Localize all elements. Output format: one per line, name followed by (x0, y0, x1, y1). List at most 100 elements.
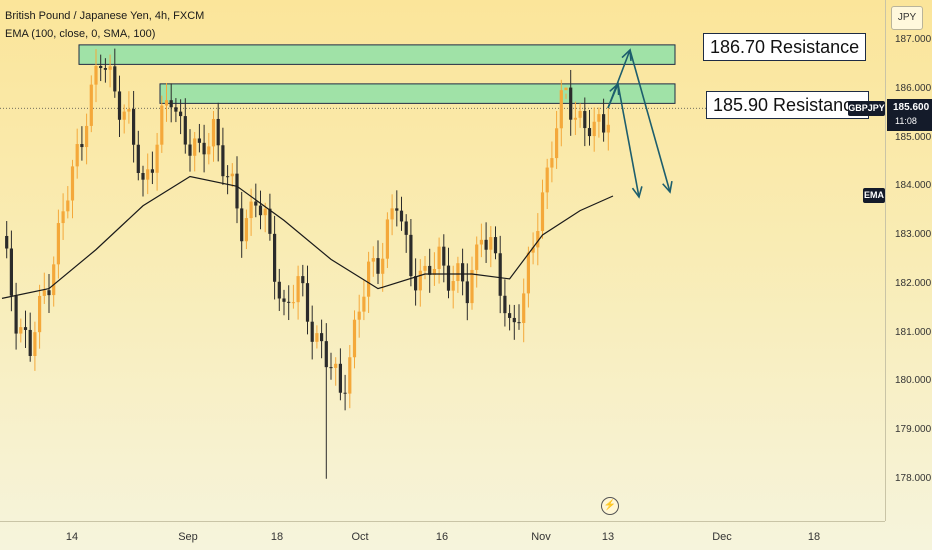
candle-body (493, 237, 498, 254)
candle-body (522, 293, 526, 324)
candle-body (23, 327, 28, 330)
time-tick-label: Dec (712, 531, 732, 543)
candle-body (470, 269, 474, 304)
candle-body (155, 144, 159, 173)
candle-body (390, 208, 394, 220)
ema-line (1, 175, 614, 299)
candle-body (526, 252, 530, 294)
candle-body (277, 281, 281, 299)
candle-body (296, 276, 300, 303)
candle-body (334, 363, 338, 368)
candle-body (174, 107, 178, 112)
candle-body (371, 258, 375, 262)
candle-body (423, 265, 427, 271)
candle-body (164, 100, 169, 106)
candle-body (362, 296, 366, 312)
candle-body (113, 66, 117, 92)
candle-body (268, 208, 272, 234)
candle-body (545, 167, 549, 193)
candle-body (315, 333, 319, 342)
candle-body (352, 319, 357, 358)
price-scale[interactable]: 187.000 186.000 185.000 184.000 183.000 182.0… (885, 0, 932, 521)
candle-body (606, 124, 610, 133)
candle-body (357, 311, 361, 320)
candle-body (320, 333, 324, 342)
candle-body (512, 317, 516, 323)
candle-body (99, 65, 103, 69)
candle-body (127, 109, 131, 112)
candle-body (19, 327, 23, 334)
candle-body (287, 301, 291, 303)
candle-body (376, 258, 380, 274)
candle-body (244, 218, 248, 242)
candle-body (75, 144, 79, 167)
candle-body (573, 117, 577, 120)
price-chart[interactable] (0, 0, 885, 521)
candle-body (324, 341, 328, 368)
time-tick-label: Nov (531, 531, 551, 543)
candle-body (461, 263, 465, 282)
price-tick-label: 186.000 (895, 82, 932, 94)
candle-body (559, 90, 563, 129)
flash-icon[interactable]: ⚡ (601, 497, 619, 515)
candle-body (52, 264, 56, 296)
candle-body (80, 144, 84, 148)
candle-body (188, 144, 192, 156)
candle-body (569, 87, 573, 120)
ema-legend: EMA (100, close, 0, SMA, 100) (5, 28, 156, 40)
candle-body (432, 268, 436, 275)
candle-body (254, 201, 258, 206)
candle-body (305, 283, 310, 322)
candle-body (5, 235, 9, 249)
candle-body (146, 169, 150, 180)
candle-body (484, 239, 488, 250)
candle-body (395, 208, 399, 211)
candle-body (183, 116, 187, 145)
candle-body (216, 118, 220, 146)
last-price-value: 185.600 (893, 102, 930, 113)
candle-body (550, 158, 554, 168)
candle-body (343, 392, 347, 394)
candle-body (122, 111, 126, 120)
candle-body (263, 208, 267, 216)
candle-body (531, 247, 535, 253)
time-scale[interactable]: 14 Sep 18 Oct 16 Nov 13 Dec 18 (0, 521, 885, 550)
candle-body (273, 233, 277, 282)
projection-arrow-down-head (662, 181, 673, 194)
price-tick-label: 183.000 (895, 229, 932, 240)
candle-body (451, 281, 455, 291)
candle-body (583, 111, 587, 129)
candle-body (14, 295, 18, 334)
candle-body (207, 146, 211, 155)
resistance-zone (78, 44, 676, 65)
candle-body (456, 263, 460, 282)
candle-body (329, 367, 333, 369)
price-tick-label: 179.000 (895, 424, 932, 435)
candle-body (282, 298, 286, 302)
candle-body (85, 125, 89, 148)
candle-body (197, 138, 201, 143)
candle-body (348, 357, 352, 394)
candle-body (230, 173, 234, 177)
candle-body (536, 231, 540, 248)
time-tick-label: 14 (65, 531, 79, 543)
projection-arrow-up-short (607, 83, 619, 109)
currency-button[interactable]: JPY (891, 6, 923, 30)
candle-body (437, 246, 441, 269)
candle-body (409, 234, 413, 277)
candle-body (404, 221, 408, 235)
candle-body (489, 237, 493, 250)
candle-body (587, 128, 592, 137)
candle-body (442, 246, 446, 266)
candle-body (56, 223, 60, 265)
candle-body (94, 65, 98, 85)
time-tick-label: 18 (270, 531, 284, 543)
candle-body (235, 173, 239, 209)
candle-body (132, 109, 136, 145)
candle-body (540, 192, 545, 232)
candle-body (150, 169, 154, 173)
price-tick-label: 184.000 (895, 180, 932, 192)
candle-body (338, 363, 342, 393)
symbol-legend: British Pound / Japanese Yen, 4h, FXCM (5, 10, 205, 22)
candle-body (211, 118, 216, 147)
